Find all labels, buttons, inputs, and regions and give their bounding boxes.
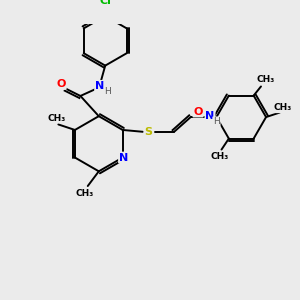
Text: CH₃: CH₃: [76, 189, 94, 198]
Text: CH₃: CH₃: [256, 76, 275, 85]
Text: CH₃: CH₃: [274, 103, 292, 112]
Text: N: N: [206, 111, 214, 121]
Text: CH₃: CH₃: [47, 113, 66, 122]
Text: H: H: [105, 87, 111, 96]
Text: S: S: [144, 127, 152, 137]
Text: N: N: [95, 81, 104, 91]
Text: O: O: [56, 79, 66, 89]
Text: CH₃: CH₃: [211, 152, 229, 160]
Text: Cl: Cl: [99, 0, 111, 6]
Text: N: N: [119, 152, 128, 163]
Text: O: O: [194, 106, 203, 117]
Text: H: H: [213, 117, 220, 126]
